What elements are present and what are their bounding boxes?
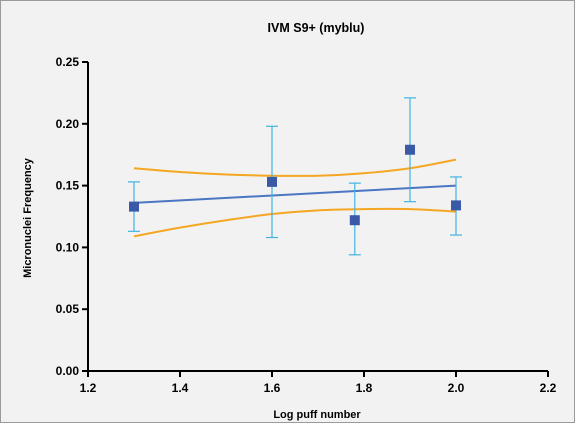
confidence-band-upper [133,158,457,177]
x-tick-label: 1.2 [80,381,97,395]
x-tick-label: 2.0 [448,381,465,395]
data-point [267,176,277,187]
y-axis-label: Micronuclei Frequency [22,157,34,278]
x-tick-label: 1.8 [356,381,373,395]
x-tick-label: 2.2 [540,381,557,395]
x-axis-label: Log puff number [273,409,361,421]
plot-area: 1.2 1.4 1.6 1.8 2.0 2.2 0.00 0.05 0.10 0.15 0.20 0.… [56,55,557,395]
x-tick-label: 1.4 [172,381,189,395]
regression-line [133,184,457,204]
data-point [129,201,139,212]
y-tick-label: 0.05 [56,302,80,316]
data-point [451,200,461,211]
y-tick-label: 0.25 [56,55,80,69]
y-tick-label: 0.20 [56,117,80,131]
chart-title: IVM S9+ (myblu) [268,21,365,35]
data-point [349,215,360,226]
y-tick-label: 0.15 [56,179,80,193]
x-tick-label: 1.6 [264,381,281,395]
data-point [405,144,415,155]
y-tick-label: 0.10 [56,240,80,254]
confidence-band-lower [133,207,457,238]
y-tick-label: 0.00 [56,364,80,378]
